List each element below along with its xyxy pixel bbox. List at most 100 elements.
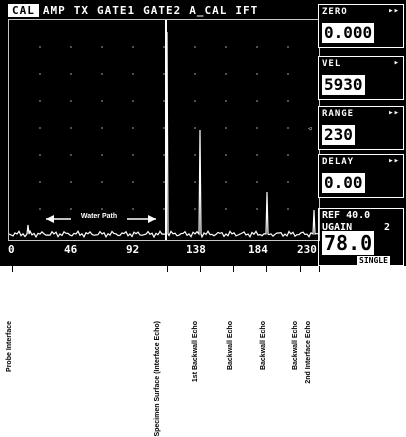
grid-dot (287, 208, 289, 210)
grid-dot (101, 46, 103, 48)
play-icon: ▸ (393, 58, 399, 68)
fast-forward-icon: ▸▸ (388, 108, 399, 118)
ugain-step: 2 (384, 222, 391, 233)
scale-label-230: 230 (297, 243, 317, 256)
echo-trace (9, 31, 318, 239)
grid-dot (225, 154, 227, 156)
grid-dot (70, 73, 72, 75)
grid-dot (287, 127, 289, 129)
range-value: 230 (322, 125, 355, 145)
tab-ift[interactable]: IFT (235, 3, 259, 17)
callout-line-probe (12, 266, 13, 272)
grid-dot (163, 73, 165, 75)
callout-line-surface (167, 266, 168, 272)
callout-backwall-2: Backwall Echo (227, 321, 234, 371)
grid-dot (256, 73, 258, 75)
grid-dot (101, 127, 103, 129)
grid-dot (101, 181, 103, 183)
grid-dot (194, 154, 196, 156)
range-marker-arrow: ◃ (307, 124, 313, 134)
water-path-arrow-right (148, 215, 156, 223)
delay-label: DELAY (322, 157, 355, 167)
grid-dot (256, 208, 258, 210)
grid-dot (39, 127, 41, 129)
delay-param[interactable]: DELAY ▸▸ 0.00 (318, 154, 404, 198)
grid-dot (287, 73, 289, 75)
grid-dot (287, 46, 289, 48)
grid-dot (256, 127, 258, 129)
gain-box[interactable]: REF 40.0 UGAIN 2 78.0 SINGLE (318, 208, 404, 266)
grid-dot (256, 100, 258, 102)
callout-line-backwall-1 (200, 266, 201, 272)
grid-dot (287, 154, 289, 156)
grid-dot (163, 127, 165, 129)
scale-label-46: 46 (64, 243, 78, 256)
range-param[interactable]: RANGE ▸▸ 230 (318, 106, 404, 150)
grid-dot (163, 100, 165, 102)
zero-value: 0.000 (322, 23, 375, 43)
scale-label-0: 0 (8, 243, 15, 256)
tab-amp[interactable]: AMP (42, 3, 66, 17)
parameter-panel: ZERO ▸▸ 0.000 VEL ▸ 5930 RANGE ▸▸ 230 DE… (318, 0, 406, 266)
velocity-value: 5930 (322, 75, 365, 95)
grid-dot (70, 181, 72, 183)
a-scan-waveform: Water Path (9, 20, 318, 240)
tab-cal[interactable]: CAL (8, 3, 39, 17)
grid-dot (39, 73, 41, 75)
callout-first-backwall: 1st Backwall Echo (192, 321, 199, 383)
grid-dot (225, 46, 227, 48)
callout-line-backwall-3 (266, 266, 267, 272)
tab-gate2[interactable]: GATE2 (143, 3, 182, 17)
callout-line-second-interface (319, 266, 320, 272)
grid-dot (225, 127, 227, 129)
callout-backwall-4: Backwall Echo (292, 321, 299, 371)
fast-forward-icon: ▸▸ (388, 156, 399, 166)
grid-dot (70, 208, 72, 210)
grid-dot (132, 46, 134, 48)
grid-dot (225, 73, 227, 75)
grid-dot (70, 127, 72, 129)
grid-dot (287, 181, 289, 183)
grid-dot (225, 208, 227, 210)
water-path-label-bg (71, 210, 127, 220)
callout-specimen-surface: Specimen Surface (Interface Echo) (154, 321, 161, 437)
grid-dot (163, 46, 165, 48)
scale-label-92: 92 (126, 243, 140, 256)
grid-dot (194, 73, 196, 75)
grid-dot (101, 73, 103, 75)
zero-param[interactable]: ZERO ▸▸ 0.000 (318, 4, 404, 48)
grid-dot (225, 100, 227, 102)
mode-badge: SINGLE (357, 256, 390, 266)
water-path-arrow-left (46, 215, 54, 223)
callout-second-interface: 2nd Interface Echo (305, 321, 312, 384)
grid-dot (194, 181, 196, 183)
callout-probe-interface: Probe Interface (6, 321, 13, 372)
grid-dot (132, 100, 134, 102)
grid-dots (39, 46, 289, 210)
grid-dot (132, 154, 134, 156)
flaw-detector-screen: CAL AMP TX GATE1 GATE2 A_CAL IFT Water P… (0, 0, 406, 266)
grid-dot (256, 46, 258, 48)
grid-dot (287, 100, 289, 102)
grid-dot (163, 208, 165, 210)
grid-dot (194, 127, 196, 129)
velocity-param[interactable]: VEL ▸ 5930 (318, 56, 404, 100)
grid-dot (101, 208, 103, 210)
tab-tx[interactable]: TX (73, 3, 89, 17)
ugain-label: UGAIN (322, 222, 353, 233)
callout-line-backwall-2 (233, 266, 234, 272)
tab-gate1[interactable]: GATE1 (97, 3, 136, 17)
grid-dot (256, 154, 258, 156)
tab-a-cal[interactable]: A_CAL (189, 3, 228, 17)
range-label: RANGE (322, 109, 355, 119)
grid-dot (39, 46, 41, 48)
gain-value: 78.0 (322, 231, 375, 255)
callout-line-backwall-4 (300, 266, 301, 272)
ugain-row: UGAIN 2 (322, 222, 390, 233)
grid-dot (39, 181, 41, 183)
grid-dot (132, 127, 134, 129)
water-path-label: Water Path (81, 213, 117, 220)
menu-tab-bar: CAL AMP TX GATE1 GATE2 A_CAL IFT (0, 0, 318, 20)
grid-dot (194, 46, 196, 48)
callout-backwall-3: Backwall Echo (260, 321, 267, 371)
